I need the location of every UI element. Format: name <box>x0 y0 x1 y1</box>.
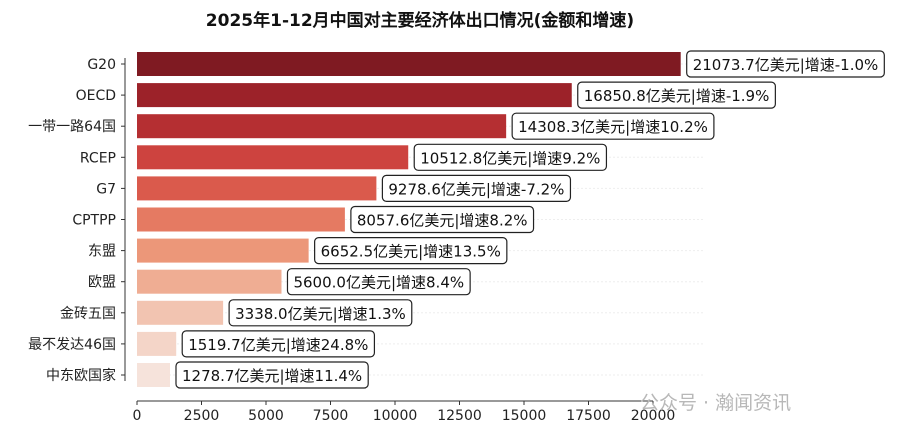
x-tick-label: 12500 <box>437 408 482 424</box>
bar <box>137 269 282 294</box>
data-label: 16850.8亿美元|增速-1.9% <box>584 87 770 105</box>
y-tick-label: 一带一路64国 <box>28 119 116 135</box>
bar <box>137 363 170 387</box>
data-label: 5600.0亿美元|增速8.4% <box>293 274 464 292</box>
data-label-box <box>350 205 535 234</box>
x-tick-label: 17500 <box>566 408 611 424</box>
x-tick-label: 20000 <box>631 408 676 424</box>
data-label: 8057.6亿美元|增速8.2% <box>357 212 528 230</box>
bar <box>137 52 681 76</box>
data-label-box <box>175 361 369 389</box>
data-label: 1519.7亿美元|增速24.8% <box>188 336 368 354</box>
y-tick-label: 欧盟 <box>88 275 116 291</box>
y-tick-label: CPTPP <box>72 213 116 229</box>
data-label-box <box>314 237 508 265</box>
bar <box>137 145 409 170</box>
data-label-box <box>413 143 608 171</box>
x-tick-label: 15000 <box>502 408 547 424</box>
y-tick-label: 中东欧国家 <box>46 367 116 384</box>
bar <box>137 114 507 139</box>
data-label: 3338.0亿美元|增速1.3% <box>235 305 406 323</box>
x-tick-label: 7500 <box>313 408 349 424</box>
y-tick-label: G7 <box>96 181 116 197</box>
watermark: 公众号 · 瀚闻资讯 <box>640 392 792 414</box>
data-label-box <box>181 330 376 358</box>
data-label: 1278.7亿美元|增速11.4% <box>182 367 362 385</box>
chart-title: 2025年1-12月中国对主要经济体出口情况(金额和增速) <box>206 10 634 31</box>
y-tick-label: 金砖五国 <box>60 306 116 322</box>
data-label-box <box>577 81 776 109</box>
x-tick-label: 2500 <box>184 408 220 424</box>
data-label-box <box>686 50 885 78</box>
y-tick-label: 最不发达46国 <box>28 337 116 353</box>
data-label: 6652.5亿美元|增速13.5% <box>321 243 501 261</box>
x-tick-label: 5000 <box>248 408 284 424</box>
bar <box>137 83 572 108</box>
y-tick-label: G20 <box>87 57 116 73</box>
data-label: 21073.7亿美元|增速-1.0% <box>693 56 879 74</box>
x-tick-label: 0 <box>133 408 142 424</box>
data-label-box <box>511 112 715 140</box>
data-label: 14308.3亿美元|增速10.2% <box>518 118 708 136</box>
data-label-box <box>381 174 572 202</box>
bar <box>137 207 345 232</box>
y-tick-label: OECD <box>76 88 116 104</box>
bar <box>137 176 377 201</box>
bar <box>137 331 177 356</box>
bar <box>137 300 224 325</box>
data-label: 9278.6亿美元|增速-7.2% <box>388 180 564 198</box>
bar <box>137 238 309 263</box>
y-tick-label: 东盟 <box>88 244 116 260</box>
data-label-box <box>286 268 471 296</box>
data-label: 10512.8亿美元|增速9.2% <box>420 149 600 167</box>
data-label-box <box>228 299 413 327</box>
x-tick-label: 10000 <box>373 408 418 424</box>
y-tick-label: RCEP <box>80 150 116 166</box>
